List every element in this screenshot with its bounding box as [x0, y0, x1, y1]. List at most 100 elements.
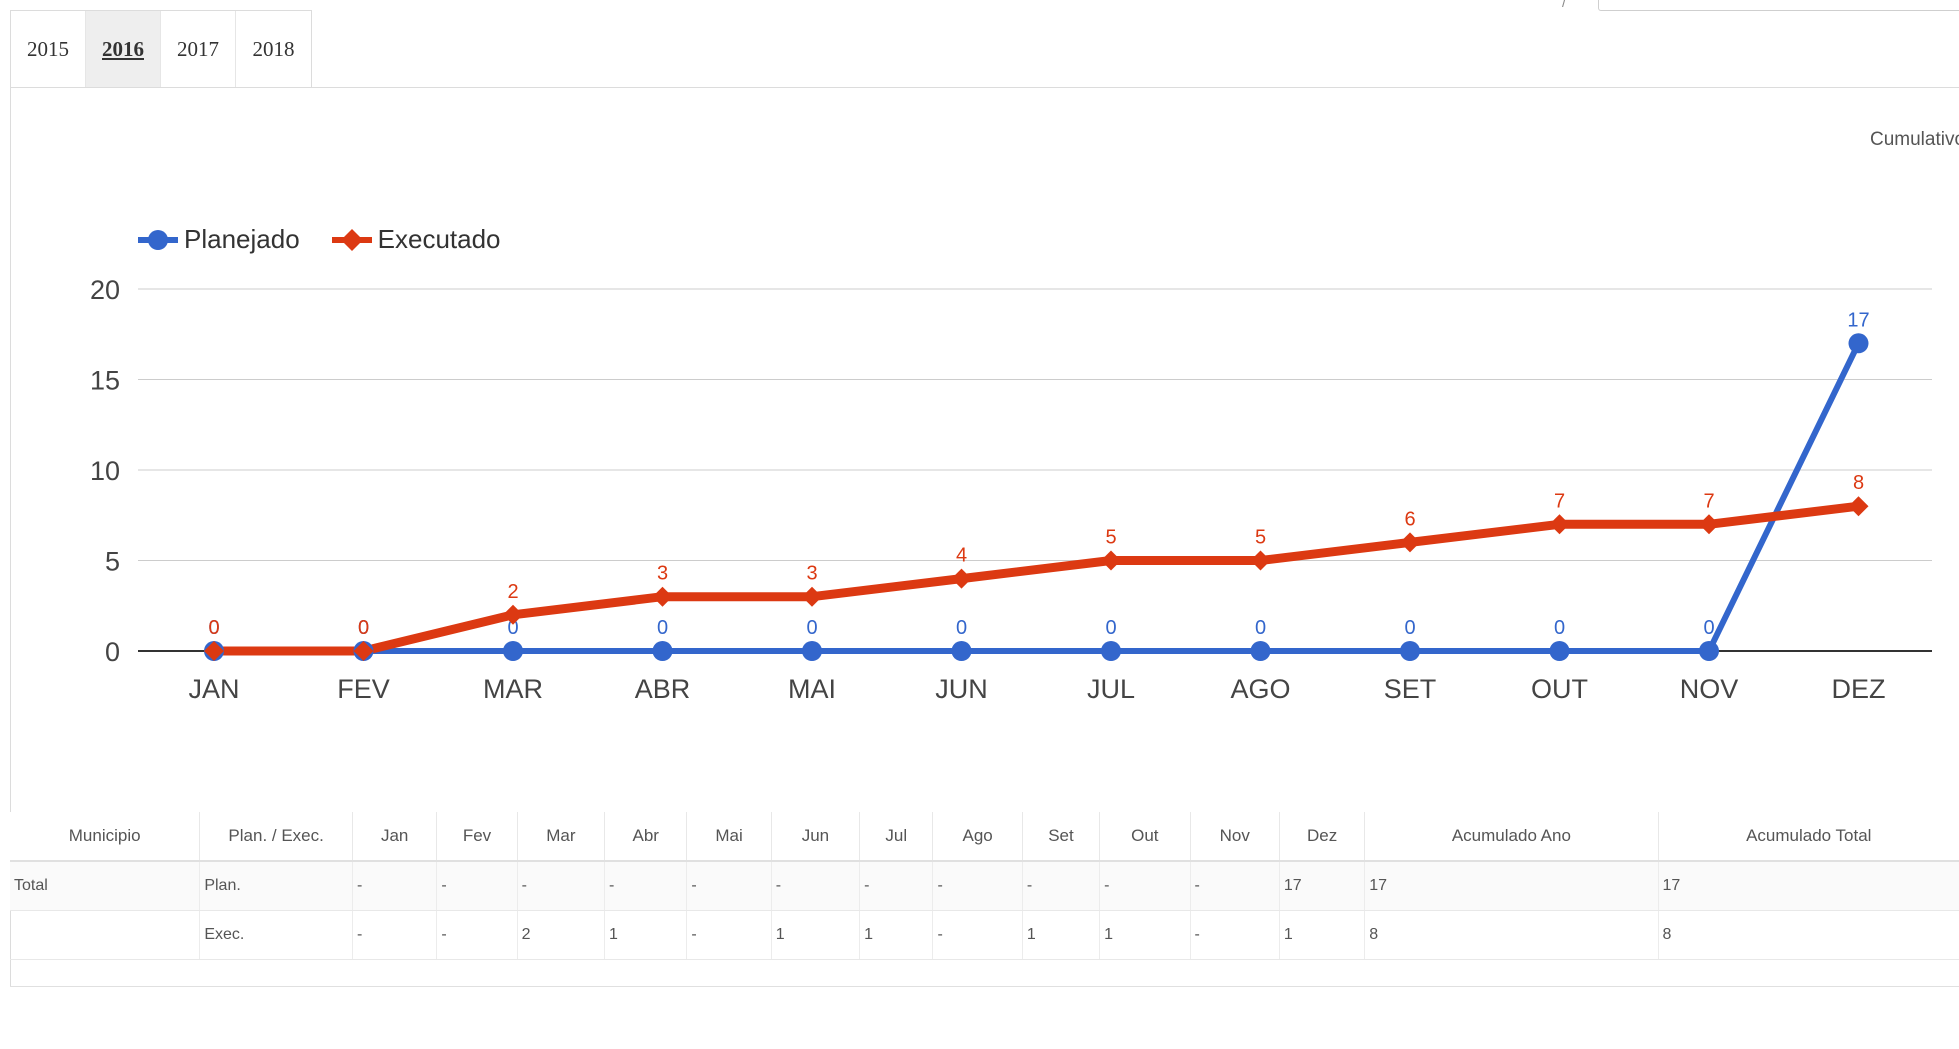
table-cell: -: [517, 861, 606, 911]
table-cell: -: [686, 910, 772, 960]
planejado-data-label: 0: [1255, 617, 1266, 639]
executado-point: [951, 568, 972, 589]
planejado-point: [951, 641, 972, 661]
executado-data-label: 2: [507, 581, 518, 603]
table-row: Exec. - -2 1-1 1-1 1-1 8 8: [10, 910, 1959, 960]
x-tick-label: SET: [1384, 674, 1437, 704]
executado-point: [1400, 532, 1420, 553]
table-cell: -: [859, 861, 934, 911]
table-header-cell[interactable]: Mai: [686, 812, 772, 862]
executado-point: [204, 641, 224, 661]
table-header-cell[interactable]: Mar: [517, 812, 606, 862]
table-row: Total Plan. - - - - - - - - - - -17 17 17: [10, 861, 1959, 911]
table-cell: -: [1099, 861, 1191, 911]
planejado-data-label: 0: [1105, 617, 1116, 639]
table-header-cell[interactable]: Nov: [1190, 812, 1280, 862]
legend-label-planejado: Planejado: [184, 224, 300, 254]
table-cell: -: [352, 910, 438, 960]
table-header-cell[interactable]: Dez: [1279, 812, 1366, 862]
y-tick-label: 15: [90, 366, 120, 396]
planejado-legend-circle: [148, 229, 168, 250]
table-header-cell[interactable]: Jan: [352, 812, 438, 862]
x-tick-label: OUT: [1531, 674, 1588, 704]
panel-bottom-divider: [10, 986, 1959, 987]
planejado-series-line: [214, 341, 1862, 654]
table-header-cell[interactable]: Abr: [604, 812, 688, 862]
table-cell: 1: [1099, 910, 1191, 960]
table-header-cell[interactable]: Fev: [436, 812, 518, 862]
executado-point: [652, 586, 673, 607]
top-input-prefix: /: [1562, 0, 1566, 10]
table-header-cell[interactable]: Ago: [932, 812, 1023, 862]
x-tick-label: JUL: [1087, 674, 1135, 704]
executado-series-line: [214, 501, 1860, 656]
table-header-cell[interactable]: Jul: [859, 812, 934, 862]
planejado-data-label: 0: [507, 617, 518, 639]
executado-point: [802, 586, 822, 607]
table-header-cell[interactable]: Acumulado Total: [1658, 812, 1959, 862]
planejado-point: [1400, 641, 1420, 661]
x-tick-label: JUN: [935, 674, 988, 704]
y-tick-label: 20: [90, 275, 120, 305]
table-cell: -: [771, 861, 861, 911]
table-cell: [10, 910, 201, 960]
planejado-data-label: 0: [1404, 617, 1415, 639]
executado-data-label: 5: [1255, 527, 1266, 549]
executado-data-label: 3: [657, 563, 668, 585]
table-header-cell[interactable]: Acumulado Ano: [1364, 812, 1659, 862]
table-header-cell[interactable]: Municipio: [10, 812, 201, 862]
x-tick-label: AGO: [1230, 674, 1290, 704]
table-header-cell[interactable]: Set: [1022, 812, 1101, 862]
table-cell: 1: [1279, 910, 1366, 960]
planejado-data-label: 17: [1847, 309, 1869, 331]
legend-label-executado: Executado: [377, 224, 501, 254]
planejado-data-label: 0: [956, 617, 967, 639]
planejado-point: [1250, 641, 1271, 661]
table-cell: -: [436, 910, 518, 960]
tab-2018[interactable]: 2018: [252, 37, 295, 61]
legend-item-executado[interactable]: Executado: [331, 224, 501, 255]
table-cell: -: [1190, 861, 1280, 911]
executado-point: [353, 641, 374, 661]
executado-legend-diamond: [340, 228, 363, 251]
filter-input[interactable]: [1598, 0, 1959, 11]
cumulative-toggle[interactable]: Cumulativo: [1870, 129, 1959, 150]
planejado-legend-marker: [138, 229, 178, 250]
table-header-cell[interactable]: Plan. / Exec.: [199, 812, 353, 862]
planejado-point: [503, 641, 523, 661]
planejado-data-label: 0: [806, 617, 817, 639]
y-tick-label: 5: [105, 547, 120, 577]
legend-item-planejado[interactable]: Planejado: [138, 224, 300, 255]
chart-legend: Planejado Executado: [138, 224, 501, 255]
planejado-data-label: 0: [657, 617, 668, 639]
table-cell: 17: [1364, 861, 1659, 911]
x-tick-label: DEZ: [1832, 674, 1886, 704]
table-cell: -: [1190, 910, 1280, 960]
tab-2015[interactable]: 2015: [11, 11, 86, 88]
table-header-cell[interactable]: Out: [1099, 812, 1191, 862]
tab-2017[interactable]: 2017: [161, 11, 236, 88]
executado-point: [1699, 514, 1719, 535]
tab-2016[interactable]: 2016: [86, 11, 161, 88]
executado-data-label: 7: [1554, 490, 1565, 512]
table-header-row: Municipio Plan. / Exec. Jan Fev Mar Abr Mai Jun…: [10, 812, 1959, 862]
executado-point: [1250, 550, 1271, 571]
x-tick-label: NOV: [1680, 674, 1739, 704]
table-cell: -: [932, 910, 1023, 960]
table-header-cell[interactable]: Jun: [771, 812, 861, 862]
table-cell: 17: [1279, 861, 1366, 911]
planejado-data-label: 0: [208, 617, 219, 639]
executado-data-label: 0: [358, 617, 369, 639]
planejado-point: [1699, 641, 1719, 661]
executado-data-label: 7: [1703, 490, 1714, 512]
table-cell: -: [1022, 861, 1101, 911]
y-tick-label: 0: [105, 637, 120, 667]
executado-point: [503, 604, 523, 625]
executado-data-label: 3: [806, 563, 817, 585]
data-table: Municipio Plan. / Exec. Jan Fev Mar Abr Mai Jun…: [10, 812, 1959, 960]
x-tick-label: MAI: [788, 674, 836, 704]
y-tick-label: 10: [90, 456, 120, 486]
executado-data-label: 8: [1853, 472, 1864, 494]
table-cell: 8: [1658, 910, 1959, 960]
